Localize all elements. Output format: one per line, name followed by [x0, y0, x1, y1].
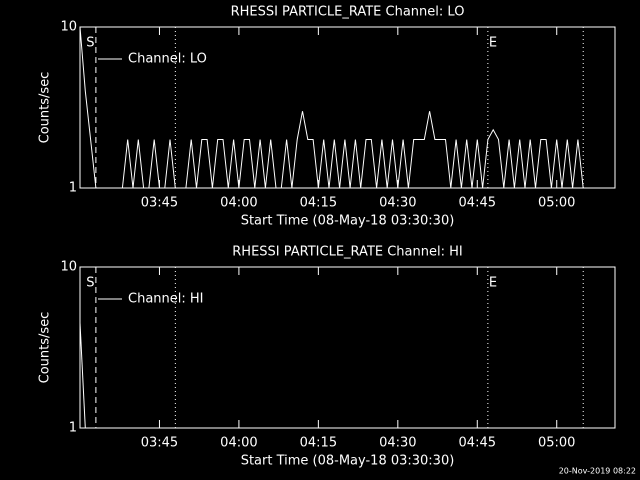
y-tick-label: 1: [69, 181, 77, 196]
x-tick-label: 04:30: [379, 436, 416, 451]
x-axis-label: Start Time (08-May-18 03:30:30): [241, 454, 455, 469]
data-line: [79, 322, 86, 429]
chart-title: RHESSI PARTICLE_RATE Channel: HI: [232, 245, 462, 260]
x-tick-label: 04:45: [459, 436, 496, 451]
y-axis-label: Counts/sec: [38, 312, 53, 384]
plot-frame: [79, 266, 616, 429]
chart-title: RHESSI PARTICLE_RATE Channel: LO: [231, 5, 465, 20]
x-tick-label: 05:00: [538, 196, 575, 211]
x-tick-label: 03:45: [141, 196, 178, 211]
x-tick-label: 04:15: [300, 196, 337, 211]
annotation: S: [86, 36, 94, 51]
y-tick-label: 10: [60, 260, 77, 275]
y-axis-label: Counts/sec: [38, 72, 53, 144]
x-tick-label: 04:30: [379, 196, 416, 211]
plot-frame: [79, 26, 616, 189]
x-tick-label: 04:00: [220, 196, 257, 211]
y-tick-label: 1: [69, 421, 77, 436]
annotation: E: [489, 276, 497, 291]
x-tick-label: 03:45: [141, 436, 178, 451]
legend-label: Channel: LO: [128, 52, 207, 67]
annotation: S: [86, 276, 94, 291]
x-tick-label: 04:15: [300, 436, 337, 451]
x-axis-label: Start Time (08-May-18 03:30:30): [241, 214, 455, 229]
x-tick-label: 05:00: [538, 436, 575, 451]
x-tick-label: 04:00: [220, 436, 257, 451]
legend-label: Channel: HI: [128, 292, 204, 307]
data-line: [79, 26, 584, 189]
x-tick-label: 04:45: [459, 196, 496, 211]
annotation: E: [489, 36, 497, 51]
footer: 20-Nov-2019 08:22: [559, 467, 636, 476]
y-tick-label: 10: [60, 20, 77, 35]
